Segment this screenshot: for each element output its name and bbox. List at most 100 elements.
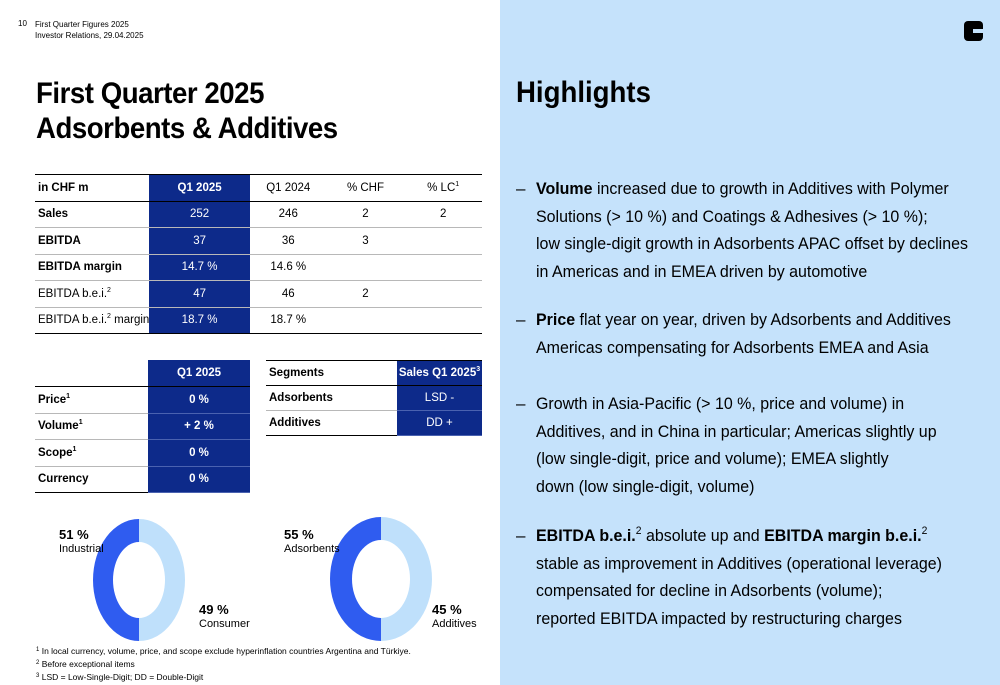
cell-q1-2024: 18.7 %: [249, 307, 327, 334]
bullet-dash: –: [516, 526, 526, 545]
row-label: Additives: [266, 410, 397, 436]
kpi-header-lc: % LC1: [404, 174, 482, 202]
kpi-table: in CHF m Q1 2025 Q1 2024 % CHF % LC1 Sal…: [35, 174, 482, 334]
row-label: Scope1: [35, 439, 148, 467]
table-row: Adsorbents LSD -: [266, 385, 482, 411]
donut-label-adsorbents: 55 % Adsorbents: [284, 528, 340, 556]
header-info: First Quarter Figures 2025 Investor Rela…: [35, 19, 144, 41]
table-row: Price1 0 %: [35, 386, 250, 414]
drivers-header: Q1 2025: [35, 360, 250, 387]
cell-lc: 2: [404, 201, 482, 228]
row-label: EBITDA b.e.i.2: [35, 280, 150, 308]
footnote-1: 1 In local currency, volume, price, and …: [36, 646, 411, 656]
cell-q1-2024: 14.6 %: [249, 254, 327, 281]
highlight-volume: – Volume increased due to growth in Addi…: [516, 175, 986, 285]
table-row: Sales 252 246 2 2: [35, 201, 482, 228]
donut-chart-industrial-consumer: [93, 519, 185, 641]
footnotes: 1 In local currency, volume, price, and …: [36, 645, 411, 684]
table-row: EBITDA b.e.i.2 47 46 2: [35, 280, 482, 308]
highlights-title: Highlights: [516, 76, 651, 109]
segments-table: Segments Sales Q1 20253 Adsorbents LSD -…: [266, 360, 482, 436]
row-label: EBITDA b.e.i.2 margin: [35, 307, 150, 334]
header-line-1: First Quarter Figures 2025: [35, 20, 129, 29]
cell-chf: 3: [326, 227, 405, 255]
row-value: DD +: [397, 410, 482, 436]
cell-chf: [326, 307, 405, 334]
title-line-2: Adsorbents & Additives: [36, 112, 338, 145]
donut-pct-adsorbents: 55 %: [284, 527, 314, 542]
cell-q1-2025: 18.7 %: [149, 307, 250, 334]
left-panel: 10 First Quarter Figures 2025 Investor R…: [18, 19, 482, 684]
row-value: LSD -: [397, 385, 482, 411]
cell-q1-2025: 37: [149, 227, 250, 255]
row-label: Adsorbents: [266, 385, 397, 411]
row-value: 0 %: [148, 439, 250, 467]
bullet-dash: –: [516, 310, 526, 329]
donut-pct-consumer: 49 %: [199, 602, 229, 617]
row-value: 0 %: [148, 466, 250, 493]
cell-lc: [404, 307, 482, 334]
segments-header: Segments Sales Q1 20253: [266, 360, 482, 386]
row-value: + 2 %: [148, 413, 250, 440]
row-label: Price1: [35, 386, 148, 414]
cell-lc: [404, 254, 482, 281]
row-value: 0 %: [148, 386, 250, 414]
donut-slice-consumer: [139, 519, 185, 641]
donut-name-adsorbents: Adsorbents: [284, 543, 340, 555]
donut-slice-adsorbents: [381, 517, 432, 641]
donut-label-additives: 45 % Additives: [432, 603, 477, 631]
table-row: Scope1 0 %: [35, 439, 250, 467]
page-title: First Quarter 2025 Adsorbents & Additive…: [36, 76, 338, 146]
row-label: Sales: [35, 201, 150, 228]
cell-q1-2025: 252: [149, 201, 250, 228]
donut-pct-industrial: 51 %: [59, 527, 89, 542]
donut-slice-additives: [330, 517, 381, 641]
segments-header-sales: Sales Q1 20253: [397, 360, 482, 386]
cell-chf: [326, 254, 405, 281]
row-label: EBITDA margin: [35, 254, 150, 281]
table-row: EBITDA margin 14.7 % 14.6 %: [35, 254, 482, 281]
highlight-price: – Price flat year on year, driven by Ads…: [516, 306, 986, 361]
donut-chart-adsorbents-additives: [330, 517, 432, 641]
page-number: 10: [18, 19, 27, 28]
row-label: Volume1: [35, 413, 148, 440]
bullet-dash: –: [516, 179, 526, 198]
donut-pct-additives: 45 %: [432, 602, 462, 617]
cell-q1-2025: 47: [149, 280, 250, 308]
drivers-table: Q1 2025 Price1 0 % Volume1 + 2 % Scope1 …: [35, 360, 250, 493]
cell-chf: 2: [326, 201, 405, 228]
company-logo: [964, 21, 983, 41]
cell-q1-2024: 46: [249, 280, 327, 308]
kpi-table-header: in CHF m Q1 2025 Q1 2024 % CHF % LC1: [35, 174, 482, 202]
highlight-growth: – Growth in Asia-Pacific (> 10 %, price …: [516, 390, 986, 500]
drivers-header-q1-2025: Q1 2025: [148, 360, 250, 387]
kpi-header-q1-2025: Q1 2025: [149, 174, 250, 202]
cell-q1-2024: 246: [249, 201, 327, 228]
footnote-2: 2 Before exceptional items: [36, 659, 135, 669]
kpi-header-q1-2024: Q1 2024: [249, 174, 327, 202]
donut-name-additives: Additives: [432, 618, 477, 630]
highlights-panel: [500, 0, 1000, 685]
segments-header-label: Segments: [266, 360, 397, 386]
kpi-header-chf: % CHF: [326, 174, 405, 202]
title-line-1: First Quarter 2025: [36, 77, 264, 110]
table-row: EBITDA b.e.i.2 margin 18.7 % 18.7 %: [35, 307, 482, 334]
donut-name-consumer: Consumer: [199, 618, 250, 630]
cell-q1-2025: 14.7 %: [149, 254, 250, 281]
kpi-header-unit: in CHF m: [35, 174, 150, 202]
donut-label-consumer: 49 % Consumer: [199, 603, 250, 631]
bullet-dash: –: [516, 394, 526, 413]
table-row: Currency 0 %: [35, 466, 250, 493]
row-label: Currency: [35, 466, 148, 493]
donut-name-industrial: Industrial: [59, 543, 104, 555]
donut-slice-industrial: [93, 519, 139, 641]
highlight-ebitda: – EBITDA b.e.i.2 absolute up and EBITDA …: [516, 522, 986, 632]
donut-label-industrial: 51 % Industrial: [59, 528, 104, 556]
header-line-2: Investor Relations, 29.04.2025: [35, 31, 144, 40]
table-row: Volume1 + 2 %: [35, 413, 250, 440]
cell-lc: [404, 280, 482, 308]
table-row: EBITDA 37 36 3: [35, 227, 482, 255]
cell-chf: 2: [326, 280, 405, 308]
table-row: Additives DD +: [266, 410, 482, 436]
footnote-3: 3 LSD = Low-Single-Digit; DD = Double-Di…: [36, 672, 204, 682]
